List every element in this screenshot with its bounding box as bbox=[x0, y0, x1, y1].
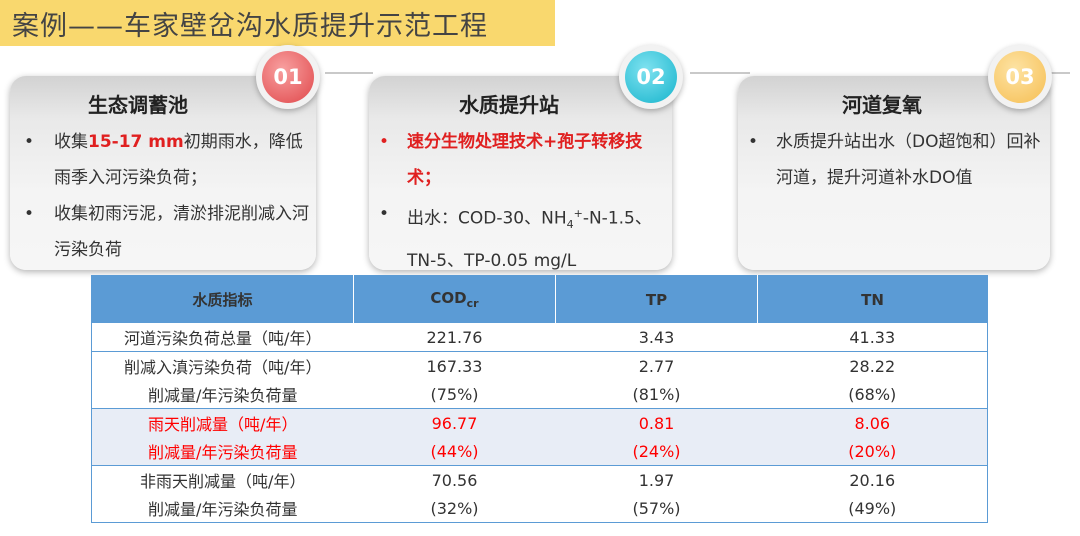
bullet-dot: • bbox=[24, 204, 35, 224]
tp-value: 3.43 bbox=[638, 327, 675, 347]
badge-number: 03 bbox=[994, 51, 1046, 103]
tn-value: 20.16 bbox=[757, 465, 988, 494]
header-cod: CODcr bbox=[353, 275, 556, 323]
badge-01: 01 bbox=[256, 45, 320, 109]
bullet-item: • 收集初雨污泥，清淤排泥削减入河污染负荷 bbox=[10, 196, 312, 268]
card-eco-storage-pond: 生态调蓄池 • 收集15-17 mm初期雨水，降低雨季入河污染负荷； • 收集初雨污… bbox=[10, 76, 316, 270]
cod-value: 167.33 bbox=[353, 351, 556, 380]
card-title: 河道复氧 bbox=[842, 93, 922, 117]
table-row: 削减入滇污染负荷（吨/年） 167.33 2.77 28.22 bbox=[91, 351, 988, 380]
badge-number: 01 bbox=[262, 51, 314, 103]
cod-value: 96.77 bbox=[353, 408, 556, 437]
table-row-highlighted: 雨天削减量（吨/年） 96.77 0.81 8.06 bbox=[91, 408, 988, 437]
bullet-dot: • bbox=[379, 204, 390, 224]
tp-value: 0.81 bbox=[555, 408, 758, 437]
tn-value: 28.22 bbox=[757, 351, 988, 380]
cod-value: (75%) bbox=[430, 384, 479, 404]
bullet-list: • 收集15-17 mm初期雨水，降低雨季入河污染负荷； • 收集初雨污泥，清淤排泥… bbox=[10, 124, 312, 268]
header-tp: TP bbox=[555, 275, 758, 323]
card-title: 水质提升站 bbox=[459, 93, 559, 117]
bullet-dot: • bbox=[748, 132, 759, 152]
bullet-item: • 收集15-17 mm初期雨水，降低雨季入河污染负荷； bbox=[10, 124, 312, 196]
cod-value: (44%) bbox=[353, 437, 556, 466]
bullet-item: • 出水：COD-30、NH4+-N-1.5、TN-5、TP-0.05 mg/L bbox=[369, 196, 668, 279]
table-row: 河道污染负荷总量（吨/年） 221.76 3.43 41.33 bbox=[92, 323, 988, 352]
bullet-list: • 水质提升站出水（DO超饱和）回补河道，提升河道补水DO值 bbox=[738, 124, 1046, 196]
tn-value: (49%) bbox=[848, 498, 897, 518]
row-label: 削减量/年污染负荷量 bbox=[148, 386, 298, 405]
water-quality-table: 水质指标 CODcr TP TN 河道污染负荷总量（吨/年） 221.76 3.… bbox=[91, 275, 988, 523]
tn-value: 8.06 bbox=[757, 408, 988, 437]
row-label: 削减量/年污染负荷量 bbox=[91, 437, 354, 466]
table-row: 削减量/年污染负荷量 (32%) (57%) (49%) bbox=[92, 494, 988, 523]
bullet-dot: • bbox=[24, 132, 35, 152]
header-indicator: 水质指标 bbox=[91, 275, 354, 323]
bullet-item: • 水质提升站出水（DO超饱和）回补河道，提升河道补水DO值 bbox=[738, 124, 1046, 196]
table-row-highlighted: 削减量/年污染负荷量 (44%) (24%) (20%) bbox=[91, 437, 988, 466]
row-label: 雨天削减量（吨/年） bbox=[91, 408, 354, 437]
badge-number: 02 bbox=[625, 51, 677, 103]
tn-value: (68%) bbox=[848, 384, 897, 404]
tn-value: 41.33 bbox=[849, 327, 896, 347]
badge-02: 02 bbox=[619, 45, 683, 109]
header-tn: TN bbox=[757, 275, 988, 323]
card-river-reoxygenation: 河道复氧 • 水质提升站出水（DO超饱和）回补河道，提升河道补水DO值 bbox=[738, 76, 1050, 270]
tp-value: 2.77 bbox=[555, 351, 758, 380]
table-header-row: 水质指标 CODcr TP TN bbox=[91, 275, 988, 323]
connector-line-2 bbox=[690, 72, 750, 74]
tp-value: (57%) bbox=[632, 498, 681, 518]
tp-value: (24%) bbox=[555, 437, 758, 466]
table-row: 非雨天削减量（吨/年） 70.56 1.97 20.16 bbox=[91, 465, 988, 494]
page-title: 案例——车家壁岔沟水质提升示范工程 bbox=[12, 11, 488, 42]
table-row: 削减量/年污染负荷量 (75%) (81%) (68%) bbox=[92, 380, 988, 409]
bullet-list: • 速分生物处理技术+孢子转移技术； • 出水：COD-30、NH4+-N-1.5、… bbox=[369, 124, 668, 279]
tp-value: (81%) bbox=[632, 384, 681, 404]
connector-line-1 bbox=[325, 72, 373, 74]
tn-value: (20%) bbox=[757, 437, 988, 466]
row-label: 河道污染负荷总量（吨/年） bbox=[124, 329, 322, 348]
row-label: 非雨天削减量（吨/年） bbox=[91, 465, 354, 494]
cod-value: 221.76 bbox=[426, 327, 483, 347]
bullet-dot: • bbox=[379, 132, 390, 152]
tp-value: 1.97 bbox=[555, 465, 758, 494]
badge-03: 03 bbox=[988, 45, 1052, 109]
bullet-item: • 速分生物处理技术+孢子转移技术； bbox=[369, 124, 668, 196]
cod-value: (32%) bbox=[430, 498, 479, 518]
row-label: 削减量/年污染负荷量 bbox=[148, 500, 298, 519]
card-title: 生态调蓄池 bbox=[88, 93, 188, 117]
cod-value: 70.56 bbox=[353, 465, 556, 494]
title-bar bbox=[0, 0, 555, 46]
card-water-quality-station: 水质提升站 • 速分生物处理技术+孢子转移技术； • 出水：COD-30、NH4+-… bbox=[369, 76, 672, 271]
row-label: 削减入滇污染负荷（吨/年） bbox=[91, 351, 354, 380]
